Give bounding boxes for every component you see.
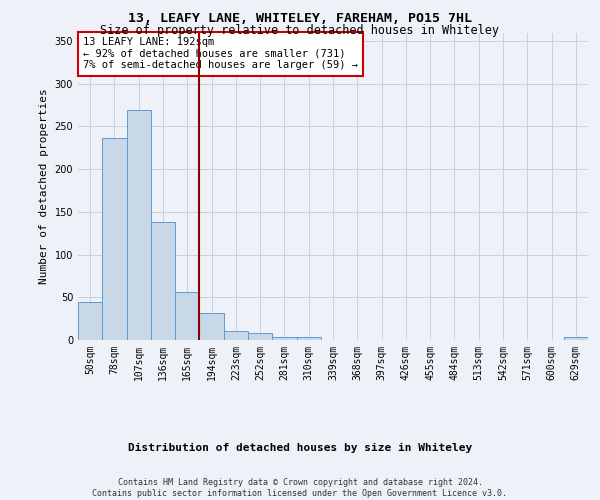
Text: Size of property relative to detached houses in Whiteley: Size of property relative to detached ho… (101, 24, 499, 37)
Text: Distribution of detached houses by size in Whiteley: Distribution of detached houses by size … (128, 442, 472, 452)
Bar (224, 332, 248, 340)
Bar (151, 222, 175, 340)
Text: 13, LEAFY LANE, WHITELEY, FAREHAM, PO15 7HL: 13, LEAFY LANE, WHITELEY, FAREHAM, PO15 … (128, 12, 472, 24)
Bar (127, 110, 151, 340)
Bar (78, 302, 102, 340)
Bar (102, 138, 127, 340)
Bar (272, 336, 296, 340)
Y-axis label: Number of detached properties: Number of detached properties (39, 88, 49, 284)
Bar (296, 336, 321, 340)
Text: 13 LEAFY LANE: 192sqm
← 92% of detached houses are smaller (731)
7% of semi-deta: 13 LEAFY LANE: 192sqm ← 92% of detached … (83, 37, 358, 70)
Bar (564, 338, 588, 340)
Bar (175, 292, 199, 340)
Bar (248, 333, 272, 340)
Text: Contains HM Land Registry data © Crown copyright and database right 2024.
Contai: Contains HM Land Registry data © Crown c… (92, 478, 508, 498)
Bar (199, 312, 224, 340)
